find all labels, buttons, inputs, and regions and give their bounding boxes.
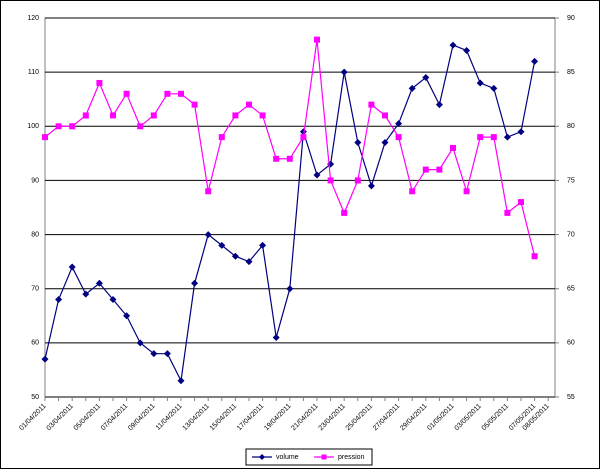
legend-marker [259, 454, 265, 460]
data-point [137, 123, 144, 130]
data-point [55, 123, 62, 130]
data-point [463, 188, 470, 195]
data-point [136, 339, 144, 347]
data-point [232, 112, 239, 119]
data-point [42, 134, 48, 141]
data-point [490, 134, 497, 141]
data-point [191, 101, 198, 108]
data-point [518, 199, 524, 206]
data-point [381, 139, 389, 147]
data-point [408, 84, 416, 92]
data-point [422, 166, 429, 173]
data-point [395, 120, 403, 128]
data-point [476, 79, 484, 87]
plot-area [44, 17, 556, 398]
legend-marker [321, 454, 327, 460]
data-point [55, 296, 63, 304]
data-point [449, 41, 457, 49]
data-point [95, 279, 103, 287]
y2-tick-label: 85 [567, 69, 575, 76]
data-point [340, 68, 348, 76]
data-point [327, 177, 334, 184]
data-point [69, 123, 76, 130]
data-point [123, 90, 130, 97]
data-point [286, 285, 294, 293]
data-point [164, 90, 171, 97]
data-point [177, 377, 185, 385]
data-point [259, 241, 267, 249]
data-point [354, 177, 361, 184]
y-tick-label: 70 [31, 286, 39, 293]
data-point [163, 350, 171, 358]
data-point [204, 231, 212, 239]
data-point [82, 112, 89, 119]
y2-tick-label: 65 [567, 286, 575, 293]
y-tick-label: 120 [27, 15, 39, 22]
data-point [313, 171, 321, 179]
data-point [286, 155, 293, 162]
data-point [272, 333, 280, 341]
y2-tick-label: 80 [567, 123, 575, 130]
data-point [150, 112, 157, 119]
data-point [109, 296, 117, 304]
y2-tick-label: 75 [567, 177, 575, 184]
data-point [382, 112, 388, 119]
data-point [517, 128, 525, 136]
data-point [96, 79, 103, 86]
y-tick-label: 60 [31, 340, 39, 347]
data-point [422, 74, 430, 82]
y-tick-label: 90 [31, 177, 39, 184]
data-point [409, 188, 416, 195]
legend-label: volume [276, 454, 299, 461]
legend-box [245, 448, 373, 466]
data-point [82, 290, 90, 298]
y-tick-label: 110 [28, 69, 39, 76]
data-point [259, 112, 266, 119]
data-point [110, 112, 116, 119]
data-point [504, 209, 511, 216]
data-point [300, 134, 307, 141]
y2-tick-label: 60 [567, 340, 575, 347]
y-tick-label: 80 [31, 231, 39, 238]
data-point [218, 241, 226, 249]
data-point [436, 166, 443, 173]
data-point [150, 350, 158, 358]
data-point [463, 46, 471, 54]
data-point [531, 57, 539, 65]
data-point [41, 355, 49, 363]
data-point [231, 252, 239, 260]
data-point [273, 155, 280, 162]
data-point [299, 128, 307, 136]
data-point [367, 182, 375, 190]
data-point [435, 101, 443, 109]
data-point [246, 101, 252, 108]
data-point [450, 144, 456, 151]
data-point [477, 134, 484, 141]
data-point [245, 258, 253, 266]
data-point [314, 36, 320, 43]
data-point [68, 263, 76, 271]
data-point [395, 134, 402, 141]
y2-tick-label: 90 [567, 15, 575, 22]
data-point [191, 279, 199, 287]
data-point [490, 84, 498, 92]
data-point [205, 188, 212, 195]
y-tick-label: 50 [31, 394, 39, 401]
data-point [354, 139, 362, 147]
data-point [368, 101, 375, 108]
data-point [341, 209, 348, 216]
y2-tick-label: 70 [567, 231, 575, 238]
data-point [123, 312, 131, 320]
data-point [503, 133, 511, 141]
y2-tick-label: 55 [567, 394, 575, 401]
data-point [178, 90, 184, 97]
legend-label: pression [338, 454, 365, 461]
data-point [531, 253, 538, 260]
y-tick-label: 100 [27, 123, 39, 130]
data-point [218, 134, 225, 141]
